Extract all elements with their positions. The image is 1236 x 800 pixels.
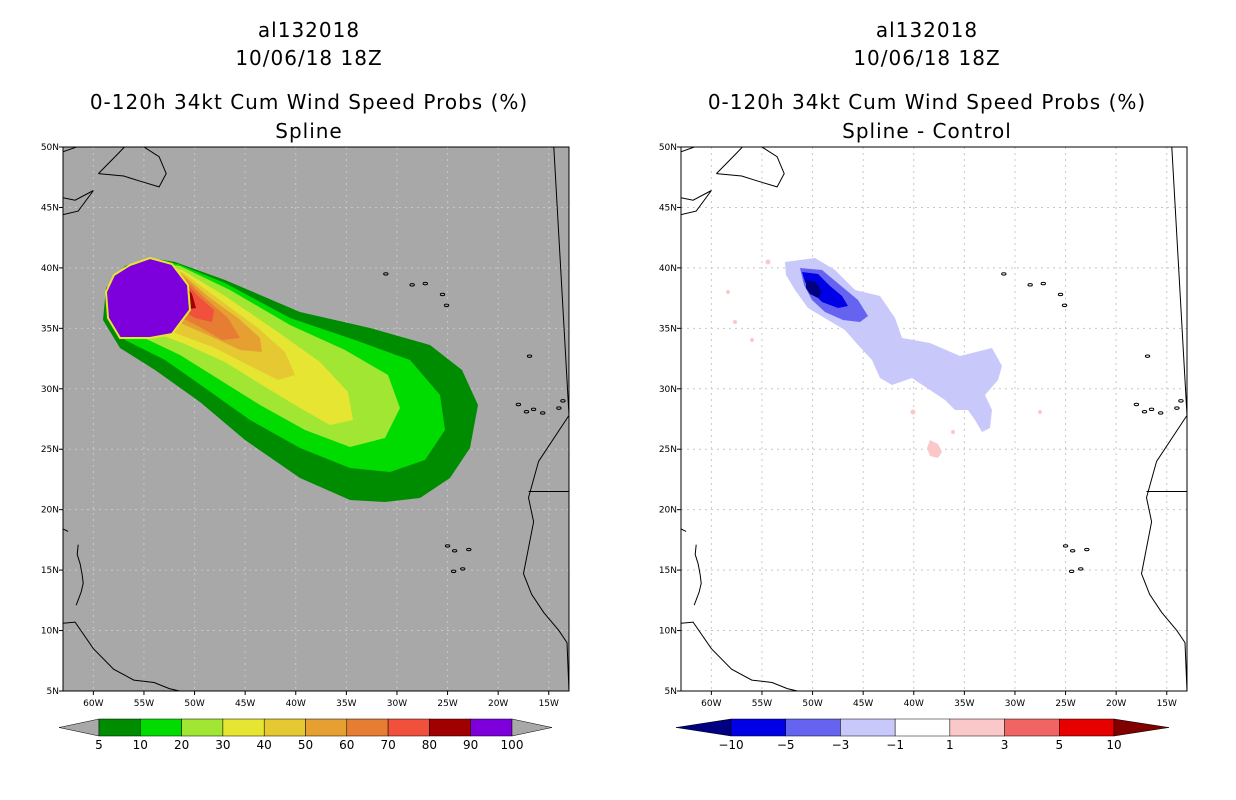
coastline [63,621,180,691]
colorbar-label: 20 [174,738,189,752]
island-outline [560,399,566,403]
island-outline [443,303,450,308]
lat-tick-label: 35N [41,324,59,334]
island-outline [515,402,522,407]
subtitle: Spline - Control [842,119,1012,143]
colorbar-label: 100 [501,738,524,752]
colorbar-swatch [140,718,182,737]
island-outline [466,547,472,552]
colorbar-label: 10 [133,738,148,752]
axis-labels: 60W 55W 50W 45W 40W 35W 30W 25W 20W 15W 5N 10N 15N 20… [41,143,559,709]
date-time-title: 10/06/18 18Z [235,46,383,70]
colorbar-swatch [470,718,513,737]
subtitle: Spline [275,119,343,143]
probability-contours [103,256,478,502]
colorbar-swatch [346,718,389,737]
colorbar-swatch [181,718,224,737]
island-outline [539,411,546,415]
contour-90 [104,256,192,339]
island-outline [450,569,457,574]
colorbar-label: 80 [422,738,437,752]
lon-tick-label: 15W [539,699,559,709]
colorbar-arrow-low [58,718,100,737]
lon-tick-label: 20W [488,699,508,709]
colorbar-swatch [222,718,265,737]
lat-tick-label: 5N [47,687,59,697]
colorbar-swatch [98,718,141,737]
product-title: 0-120h 34kt Cum Wind Speed Probs (%) [707,90,1147,114]
lat-tick-label: 30N [41,385,59,395]
island-outline [530,407,537,412]
lon-tick-label: 40W [286,699,306,709]
coastline [63,528,69,532]
panel-spline: al132018 10/06/18 18Z 0-120h 34kt Cum Wi… [41,18,570,752]
colorbar-label: 70 [380,738,395,752]
island-outline [444,544,451,548]
lat-tick-label: 40N [41,264,59,274]
colorbar-swatch [429,718,471,737]
lon-tick-label: 25W [437,699,457,709]
lon-tick-label: 30W [387,699,407,709]
colorbar-label: 50 [298,738,313,752]
island-outline [409,283,415,287]
panel-spline-minus-control: al132018 10/06/18 18Z 0-120h 34kt Cum Wi… [618,0,1236,800]
lon-tick-label: 60W [83,699,103,709]
island-outline [383,272,389,276]
lon-tick-label: 55W [134,699,154,709]
lat-tick-label: 45N [41,203,59,213]
product-title: 0-120h 34kt Cum Wind Speed Probs (%) [89,90,529,114]
lat-tick-label: 25N [41,445,59,455]
lon-tick-label: 35W [336,699,356,709]
colorbar-arrow-high [511,718,553,737]
colorbar-label: 90 [463,738,478,752]
colorbar-label: 40 [257,738,272,752]
island-outline [523,410,530,414]
storm-id-title: al132018 [875,18,979,42]
colorbar-swatch [305,718,348,737]
coastline [75,544,84,606]
island-outline [439,292,446,297]
coastline [63,190,94,216]
date-time-title: 10/06/18 18Z [853,46,1001,70]
lon-tick-label: 50W [184,699,204,709]
coastline [98,147,167,188]
lat-tick-label: 15N [41,566,59,576]
colorbar-swatch [263,718,306,737]
colorbar-label: 60 [339,738,354,752]
island-outline [422,281,428,286]
storm-id-title: al132018 [257,18,361,42]
island-outline [451,549,458,553]
lat-tick-label: 20N [41,506,59,516]
colorbar: 5 10 20 30 40 50 60 70 80 90 100 [58,718,553,752]
colorbar-swatch [387,718,430,737]
island-outline [526,354,533,358]
island-outline [43,360,47,362]
coastlines [43,147,569,691]
lon-tick-label: 45W [235,699,255,709]
island-outline [460,567,466,571]
lat-tick-label: 50N [41,143,59,153]
island-outline [556,406,562,410]
coastline [522,147,569,691]
map-spline: 60W 55W 50W 45W 40W 35W 30W 25W 20W 15W 5N 10N 15N 20… [41,143,570,752]
lat-tick-label: 10N [41,627,59,637]
colorbar-label: 30 [215,738,230,752]
map-frame [62,146,570,692]
colorbar-label: 5 [95,738,103,752]
